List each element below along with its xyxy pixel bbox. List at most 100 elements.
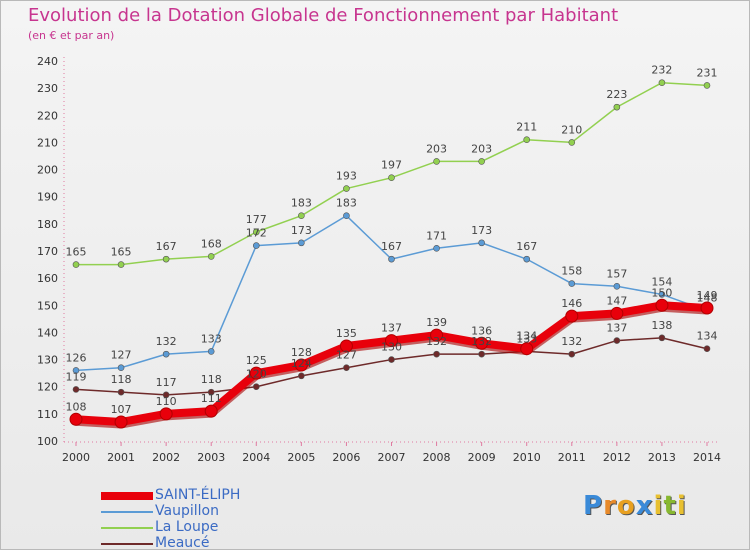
chart-subtitle: (en € et par an) [28, 29, 115, 42]
data-point [565, 309, 579, 323]
data-label: 135 [336, 327, 357, 340]
data-label: 183 [291, 197, 312, 210]
legend-label: Vaupillon [155, 503, 219, 519]
data-label: 118 [201, 373, 222, 386]
data-label: 168 [201, 237, 222, 250]
logo-letter: i [676, 491, 687, 521]
data-point [703, 345, 711, 353]
data-label: 128 [291, 346, 312, 359]
legend-label: Meaucé [155, 535, 210, 550]
data-label: 137 [606, 322, 627, 335]
data-point [658, 291, 666, 298]
data-point [162, 391, 170, 399]
data-label: 136 [471, 324, 492, 337]
data-point [159, 407, 173, 421]
data-label: 132 [471, 335, 492, 348]
data-label: 154 [651, 275, 672, 288]
data-point [207, 348, 215, 355]
x-tick-label: 2012 [603, 451, 631, 464]
data-label: 134 [516, 330, 537, 343]
y-tick-label: 160 [37, 272, 58, 285]
legend-label: SAINT-ÉLIPH [155, 487, 241, 503]
y-tick-label: 120 [37, 381, 58, 394]
data-point [523, 136, 531, 144]
data-label: 138 [651, 319, 672, 332]
data-label: 125 [246, 354, 267, 367]
y-tick-label: 230 [37, 82, 58, 95]
logo-letter: P [583, 491, 604, 521]
data-label: 183 [336, 197, 357, 210]
data-label: 165 [111, 246, 132, 259]
data-label: 133 [201, 332, 222, 345]
data-label: 110 [156, 395, 177, 408]
data-label: 165 [66, 246, 87, 259]
data-label: 149 [697, 289, 718, 302]
y-tick-label: 110 [37, 408, 58, 421]
data-point [117, 388, 125, 396]
data-point [298, 212, 305, 220]
data-label: 147 [606, 294, 627, 307]
data-label: 158 [561, 265, 582, 278]
data-point [613, 282, 621, 290]
data-point [298, 372, 305, 380]
x-tick-label: 2010 [513, 451, 541, 464]
data-point [343, 212, 350, 220]
data-label: 127 [111, 349, 132, 362]
logo-letter: x [635, 491, 654, 521]
data-label: 133 [516, 332, 537, 345]
data-point [294, 358, 308, 372]
logo-letter: i [653, 491, 664, 521]
data-point [162, 350, 170, 358]
data-label: 111 [201, 392, 222, 405]
data-point [385, 334, 398, 348]
data-point [655, 298, 669, 312]
data-point [249, 366, 263, 380]
data-point [117, 364, 125, 372]
data-point [114, 415, 128, 429]
data-point [523, 255, 531, 263]
data-point [478, 239, 485, 247]
data-label: 120 [246, 368, 267, 381]
data-label: 171 [426, 229, 447, 242]
data-point [298, 239, 305, 247]
legend-swatch [101, 543, 153, 545]
data-point [252, 242, 260, 249]
x-tick-label: 2013 [648, 451, 676, 464]
x-tick-label: 2002 [152, 451, 180, 464]
x-tick-label: 2001 [107, 451, 135, 464]
data-point [388, 174, 395, 182]
x-tick-label: 2006 [332, 451, 360, 464]
data-point [700, 301, 714, 315]
x-tick-label: 2005 [287, 451, 315, 464]
legend-swatch [101, 511, 153, 513]
data-label: 117 [156, 376, 177, 389]
data-label: 148 [697, 292, 718, 305]
data-label: 211 [516, 121, 537, 134]
data-point [72, 367, 80, 374]
data-point [478, 350, 485, 358]
data-point [343, 364, 350, 372]
y-tick-label: 190 [37, 191, 58, 204]
data-label: 203 [471, 142, 492, 155]
data-label: 167 [381, 240, 402, 253]
y-tick-label: 170 [37, 245, 58, 258]
data-point [433, 244, 440, 252]
data-point [703, 82, 711, 89]
data-point [433, 350, 440, 358]
data-point [568, 350, 576, 358]
data-label: 127 [336, 349, 357, 362]
y-tick-label: 210 [37, 136, 58, 149]
y-tick-label: 140 [37, 326, 58, 339]
data-point [343, 185, 350, 192]
series-line [75, 81, 708, 266]
data-label: 197 [381, 159, 402, 172]
data-label: 137 [381, 322, 402, 335]
x-tick-label: 2014 [693, 451, 721, 464]
data-label: 132 [561, 335, 582, 348]
data-label: 193 [336, 170, 357, 183]
y-tick-label: 220 [37, 109, 58, 122]
data-point [388, 356, 395, 363]
y-tick-label: 180 [37, 218, 58, 231]
